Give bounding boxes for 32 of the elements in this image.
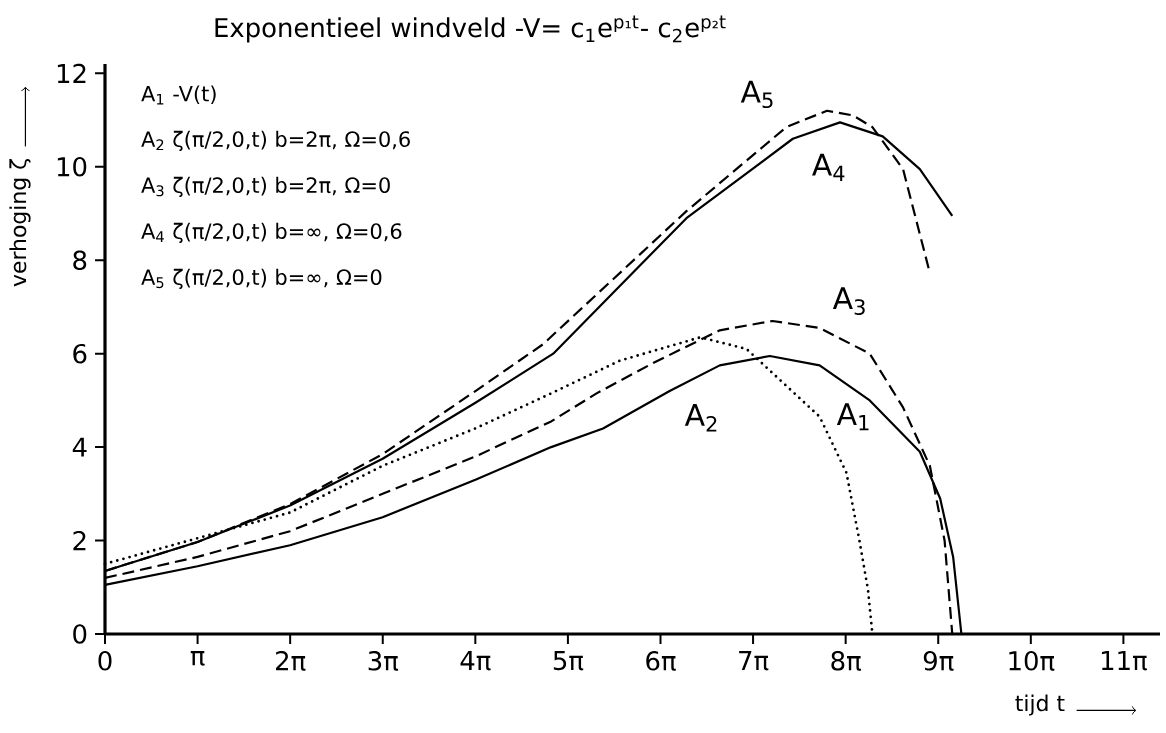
x-axis-title: tijd t [1015,694,1065,716]
x-tick-label: 3π [368,651,399,671]
series-label: A$_{1}$ [836,403,869,431]
x-tick-label: 5π [553,651,584,671]
series-label: A$_{3}$ [832,287,865,315]
y-tick-label: 0 [73,624,87,644]
x-tick-label: π [190,651,205,666]
y-tick-label: 12 [57,63,86,83]
y-tick-label: 8 [73,250,87,271]
x-tick-label: 10π [1009,651,1055,671]
series-label: A$_{2}$ [684,404,717,432]
y-tick-label: 2 [73,530,86,551]
y-tick-label: 4 [72,437,87,457]
x-tick-label: 8π [831,651,861,671]
x-tick-label: 4π [460,651,491,671]
annotation: A$_{1}$ -V(t) [141,85,216,105]
x-tick-label: 9π [923,651,954,671]
annotation: A$_{3}$ ζ(π/2,0,t) b=2π, Ω=0 [141,176,390,198]
series-label: A$_{4}$ [812,153,845,181]
y-tick-label: 10 [57,156,87,177]
y-axis-title: verhoging ζ [9,158,31,287]
x-tick-label: 6π [646,651,676,671]
x-tick-label: 7π [739,651,769,671]
x-tick-label: 0 [98,651,112,671]
x-tick-label: 2π [276,651,306,671]
x-tick-label: 11π [1101,651,1147,671]
chart-title: Exponentieel windveld -V= c$_{1}$e$^{p₁t}$- c$_{2}$e$^{p₂t}$ [215,15,726,43]
series-label: A$_{5}$ [740,80,773,109]
annotation: A$_{5}$ ζ(π/2,0,t) b=∞, Ω=0 [141,268,382,290]
annotation: A$_{4}$ ζ(π/2,0,t) b=∞, Ω=0,6 [141,222,402,244]
annotation: A$_{2}$ ζ(π/2,0,t) b=2π, Ω=0,6 [141,130,410,152]
y-tick-label: 6 [73,343,87,364]
